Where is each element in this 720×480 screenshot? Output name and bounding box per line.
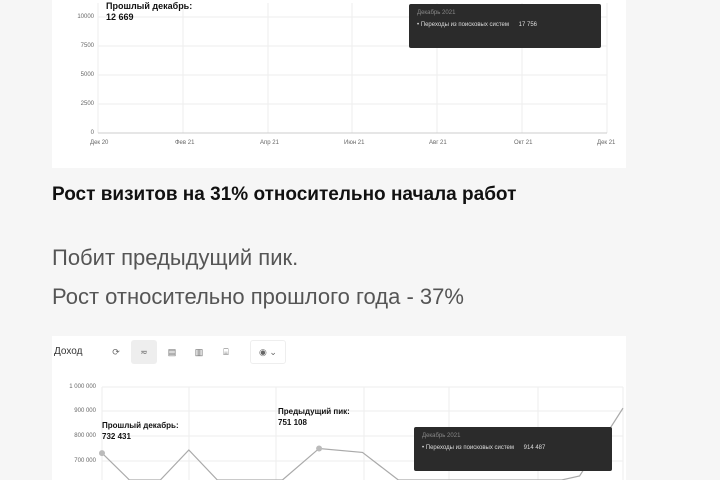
annotation-last-december: Прошлый декабрь: 12 669	[106, 1, 192, 23]
series-line	[101, 407, 624, 480]
bar-chart-icon[interactable]: ▥	[194, 346, 204, 357]
x-tick: Апр 21	[260, 140, 279, 146]
paragraph-line: Рост относительно прошлого года - 37%	[52, 284, 464, 309]
y-tick: 2500	[80, 101, 94, 107]
y-tick: 900 000	[74, 408, 96, 414]
tooltip-series: • Переходы из поисковых систем	[417, 22, 509, 28]
x-tick: Авг 21	[429, 140, 447, 146]
y-tick: 800 000	[74, 433, 96, 439]
paragraph-line: Побит предыдущий пик.	[52, 245, 299, 270]
tooltip-series: • Переходы из поисковых систем	[422, 445, 514, 451]
table-icon[interactable]: ⌸	[223, 346, 229, 357]
line-chart-icon[interactable]: ≂	[131, 340, 157, 364]
annotation-value: 732 431	[102, 432, 131, 441]
annotation-label: Прошлый декабрь:	[106, 1, 193, 11]
x-tick: Дек 20	[90, 140, 109, 146]
section-heading: Рост визитов на 31% относительно начала …	[52, 184, 517, 205]
chart-tooltip: Декабрь 2021 • Переходы из поисковых сис…	[409, 4, 601, 48]
area-chart-icon[interactable]: ▤	[167, 346, 177, 357]
tooltip-title: Декабрь 2021	[422, 433, 461, 439]
tooltip-value: 17 756	[518, 22, 538, 28]
settings-dropdown-icon[interactable]: ◉ ⌄	[250, 340, 286, 364]
y-tick: 1 000 000	[69, 384, 96, 390]
y-tick: 700 000	[74, 458, 96, 464]
data-point[interactable]	[99, 450, 105, 457]
chart-tooltip: Декабрь 2021 • Переходы из поисковых сис…	[414, 427, 612, 471]
y-tick: 10000	[77, 14, 94, 20]
chart-title: Доход	[54, 346, 83, 357]
x-tick: Фев 21	[175, 140, 195, 146]
y-tick: 7500	[80, 43, 94, 49]
annotation-value: 12 669	[106, 12, 134, 22]
x-tick: Июн 21	[344, 140, 365, 146]
annotation-label: Предыдущий пик:	[278, 407, 350, 416]
tooltip-value: 914 487	[523, 445, 546, 451]
data-point[interactable]	[316, 445, 323, 452]
annotation-value: 751 108	[278, 418, 307, 427]
x-tick: Дек 21	[597, 140, 616, 146]
annotation-previous-peak: Предыдущий пик: 751 108	[278, 406, 350, 428]
y-tick: 5000	[80, 72, 94, 78]
x-tick: Окт 21	[514, 140, 533, 146]
annotation-label: Прошлый декабрь:	[102, 421, 179, 430]
tooltip-title: Декабрь 2021	[417, 10, 456, 16]
annotation-last-december: Прошлый декабрь: 732 431	[102, 420, 179, 442]
refresh-icon[interactable]: ⟳	[112, 346, 120, 357]
visits-chart-card: Прошлый декабрь: 12 669 10000 7500 5000 2…	[52, 0, 626, 168]
y-tick: 0	[90, 130, 94, 136]
